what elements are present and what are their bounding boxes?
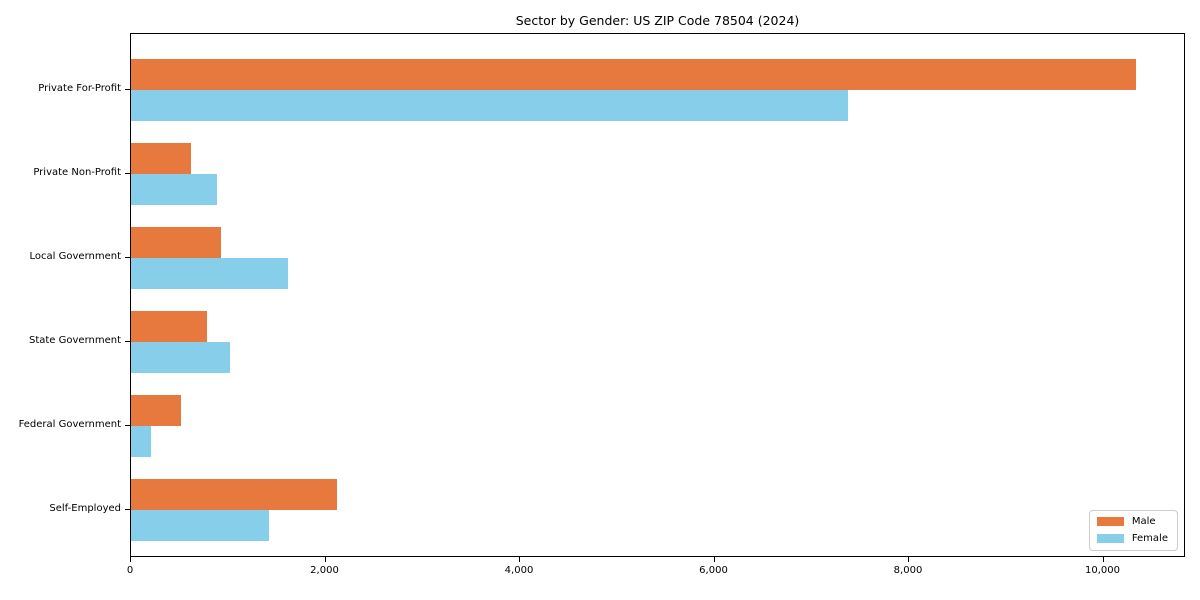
bar-male-private-for-profit <box>131 58 1136 90</box>
x-tick-label-6-000: 6,000 <box>699 565 728 576</box>
bar-female-state-government <box>131 341 231 373</box>
bar-male-self-employed <box>131 478 337 510</box>
y-tick-mark-self-employed <box>125 508 130 510</box>
bar-male-federal-government <box>131 394 182 426</box>
x-tick-mark-6-000 <box>713 557 715 562</box>
y-tick-mark-local-government <box>125 256 130 258</box>
plot-area: Male Female <box>130 33 1185 557</box>
bar-female-local-government <box>131 257 288 289</box>
x-tick-mark-2-000 <box>324 557 326 562</box>
bar-male-local-government <box>131 226 222 258</box>
x-tick-mark-8-000 <box>908 557 909 562</box>
legend-label-male: Male <box>1131 516 1156 527</box>
x-tick-label-4-000: 4,000 <box>504 565 534 576</box>
legend-swatch-male <box>1096 517 1124 526</box>
y-axis-label-state-government: State Government <box>28 335 121 346</box>
y-axis-label-self-employed: Self-Employed <box>49 503 121 514</box>
x-tick-mark-0 <box>130 557 131 562</box>
y-axis-label-federal-government: Federal Government <box>18 419 121 430</box>
y-axis-label-private-for-profit: Private For-Profit <box>38 83 121 94</box>
legend: Male Female <box>1088 510 1178 551</box>
y-axis-label-private-non-profit: Private Non-Profit <box>33 167 121 178</box>
y-tick-mark-private-for-profit <box>125 88 130 90</box>
legend-entry-male: Male <box>1096 516 1168 527</box>
x-tick-label-0: 0 <box>126 565 134 576</box>
bar-male-state-government <box>131 310 207 342</box>
x-tick-mark-10-000 <box>1102 557 1104 562</box>
legend-label-female: Female <box>1131 533 1168 544</box>
y-axis-label-local-government: Local Government <box>29 251 121 262</box>
chart-title: Sector by Gender: US ZIP Code 78504 (202… <box>515 13 800 28</box>
legend-entry-female: Female <box>1096 533 1168 544</box>
x-tick-label-10-000: 10,000 <box>1085 565 1120 576</box>
bar-female-federal-government <box>131 425 151 457</box>
bar-female-private-non-profit <box>131 173 217 205</box>
x-tick-label-2-000: 2,000 <box>310 565 339 576</box>
legend-swatch-female <box>1096 534 1124 543</box>
x-tick-label-8-000: 8,000 <box>893 565 923 576</box>
y-tick-mark-state-government <box>125 340 130 342</box>
x-tick-mark-4-000 <box>519 557 520 562</box>
bar-female-private-for-profit <box>131 89 848 121</box>
bar-male-private-non-profit <box>131 142 191 174</box>
bar-female-self-employed <box>131 509 269 541</box>
y-tick-mark-federal-government <box>125 424 130 426</box>
y-tick-mark-private-non-profit <box>125 172 130 174</box>
